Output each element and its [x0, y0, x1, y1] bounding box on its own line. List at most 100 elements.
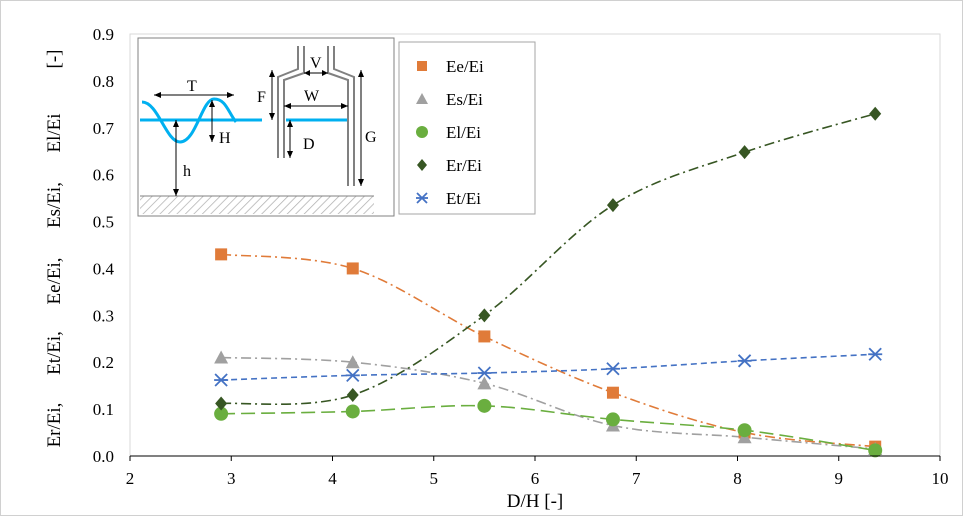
arrow-H-head-bottom [209, 135, 215, 142]
legend-label: Es/Ei [446, 90, 483, 109]
series-et-ei [214, 347, 883, 387]
marker-asterisk [214, 373, 229, 387]
x-axis-ticks: 2 3 4 5 6 7 8 9 10 [126, 456, 949, 488]
inset-box [137, 37, 395, 217]
legend: Ee/Ei Es/Ei El/Ei Er/Ei Et/Ei [398, 41, 536, 215]
marker-circle [605, 412, 620, 427]
marker-square [606, 386, 619, 399]
y-tick-label: 0.6 [93, 166, 114, 185]
series-el-ei [214, 398, 883, 458]
inset-label-T: T [187, 78, 197, 95]
marker-square [215, 248, 228, 261]
series-er-ei [215, 106, 882, 411]
arrow-V-head-right [322, 70, 328, 76]
legend-label: El/Ei [446, 123, 481, 142]
marker-circle [868, 443, 883, 458]
legend-items: Ee/Ei Es/Ei El/Ei Er/Ei Et/Ei [416, 57, 484, 208]
y-axis-title-part-1: Er/Ei, [44, 403, 65, 448]
y-tick-label: 0.5 [93, 213, 114, 232]
y-tick-label: 0.7 [93, 119, 115, 138]
fit-curve-es-ei [221, 356, 876, 450]
y-tick-label: 0.3 [93, 306, 114, 325]
marker-asterisk [605, 362, 620, 376]
y-tick-label: 0.8 [93, 72, 114, 91]
marker-square [346, 262, 359, 275]
arrow-H-head-top [209, 100, 215, 107]
y-axis-ticks: 0.0 0.1 0.2 0.3 0.4 0.5 0.6 0.7 0.8 0.9 [93, 25, 115, 466]
legend-label: Et/Ei [446, 189, 481, 208]
x-tick-label: 6 [531, 469, 540, 488]
arrow-V-head-left [304, 70, 310, 76]
y-tick-label: 0.1 [93, 400, 114, 419]
legend-item: El/Ei [416, 123, 481, 142]
x-tick-label: 4 [328, 469, 337, 488]
x-tick-label: 7 [632, 469, 641, 488]
arrow-T-head-left [154, 92, 161, 98]
marker-circle [477, 398, 492, 413]
fit-curve-ee-ei [221, 253, 876, 448]
marker-asterisk [416, 192, 428, 204]
arrow-W-head-left [284, 103, 291, 109]
marker-circle [214, 406, 229, 421]
legend-item: Er/Ei [417, 156, 482, 175]
marker-diamond [738, 145, 751, 160]
marker-diamond [215, 396, 228, 411]
y-tick-label: 0.2 [93, 353, 114, 372]
legend-item: Ee/Ei [417, 57, 484, 76]
marker-diamond [478, 308, 491, 323]
inset-label-V: V [310, 55, 322, 72]
marker-triangle [416, 93, 428, 104]
front-wall [277, 46, 305, 158]
arrow-D-head-top [287, 120, 293, 127]
inset-label-D: D [303, 136, 315, 153]
x-axis-title: D/H [-] [507, 491, 563, 512]
arrow-D-head-bottom [287, 151, 293, 158]
arrow-W-head-right [341, 103, 348, 109]
arrow-h-head-top [173, 120, 179, 127]
data-markers [214, 106, 883, 458]
arrow-G-head-bottom [358, 179, 364, 186]
inset-label-W: W [304, 88, 320, 105]
marker-asterisk [345, 368, 360, 382]
x-tick-label: 5 [430, 469, 439, 488]
y-axis-title-part-4: Es/Ei, [44, 182, 65, 228]
arrow-F-head-top [269, 70, 275, 77]
rear-wall [327, 46, 355, 186]
y-axis-title-part-6: [-] [44, 50, 65, 69]
marker-diamond [346, 388, 359, 403]
arrow-h-head-bottom [173, 189, 179, 196]
marker-circle [737, 423, 752, 438]
y-tick-label: 0.4 [93, 259, 115, 278]
arrow-G-head-top [358, 70, 364, 77]
marker-triangle [214, 350, 229, 364]
legend-item: Et/Ei [416, 189, 481, 208]
inset-label-H: H [219, 130, 231, 147]
seabed-hatch [140, 196, 374, 214]
arrow-T-head-right [227, 92, 234, 98]
marker-diamond [606, 198, 619, 213]
marker-circle [345, 404, 360, 419]
marker-triangle [477, 376, 492, 390]
inset-label-G: G [365, 129, 377, 146]
y-tick-label: 0.9 [93, 25, 114, 44]
arrow-F-head-bottom [269, 113, 275, 120]
x-tick-label: 10 [932, 469, 949, 488]
inset-label-h: h [183, 163, 191, 180]
x-tick-label: 8 [733, 469, 742, 488]
legend-label: Ee/Ei [446, 57, 484, 76]
y-tick-label: 0.0 [93, 447, 114, 466]
fit-curve-el-ei [221, 404, 876, 452]
legend-label: Er/Ei [446, 156, 482, 175]
marker-diamond [869, 106, 882, 121]
marker-asterisk [737, 354, 752, 368]
marker-square [417, 61, 427, 71]
marker-square [478, 330, 491, 343]
marker-triangle [345, 355, 360, 369]
x-tick-label: 3 [227, 469, 236, 488]
wave-curve [141, 97, 238, 144]
legend-item: Es/Ei [416, 90, 483, 109]
marker-circle [416, 126, 428, 138]
inset-diagram: T H h V F W D G [137, 37, 395, 217]
fit-curve-er-ei [221, 112, 876, 406]
